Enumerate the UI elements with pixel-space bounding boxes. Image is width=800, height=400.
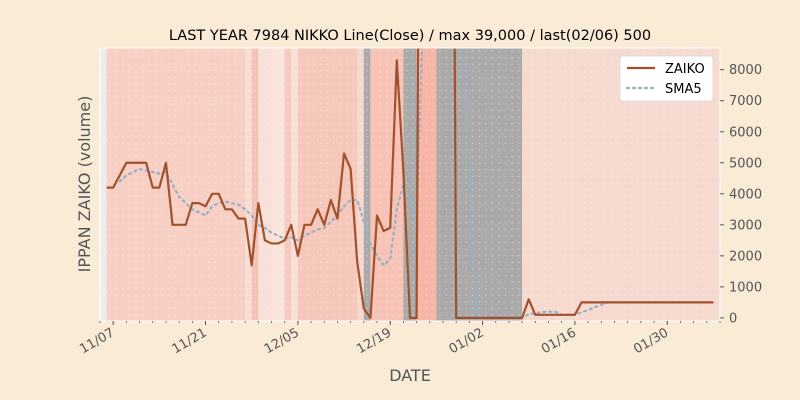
y-tick-label: 7000 <box>729 94 762 109</box>
legend: ZAIKO SMA5 <box>620 56 713 101</box>
y-tick-label: 8000 <box>729 63 762 78</box>
y-axis-label: IPPAN ZAIKO (volume) <box>75 96 94 273</box>
y-tick-label: 1000 <box>729 280 762 295</box>
legend-label-sma5: SMA5 <box>665 82 702 97</box>
band-1 <box>107 48 246 321</box>
y-tick-label: 0 <box>729 311 737 326</box>
y-tick-label: 2000 <box>729 249 762 264</box>
band-0 <box>100 48 107 321</box>
band-10 <box>364 48 371 321</box>
band-4 <box>258 48 271 321</box>
x-axis-label: DATE <box>389 366 431 385</box>
band-6 <box>285 48 292 321</box>
y-tick-label: 4000 <box>729 187 762 202</box>
band-3 <box>252 48 259 321</box>
band-2 <box>245 48 252 321</box>
band-5 <box>271 48 284 321</box>
band-8 <box>298 48 357 321</box>
legend-label-zaiko: ZAIKO <box>665 62 705 77</box>
y-tick-label: 5000 <box>729 156 762 171</box>
y-tick-label: 3000 <box>729 218 762 233</box>
band-7 <box>291 48 298 321</box>
band-12 <box>403 48 416 321</box>
band-14 <box>436 48 522 321</box>
y-tick-label: 6000 <box>729 125 762 140</box>
chart-title: LAST YEAR 7984 NIKKO Line(Close) / max 3… <box>169 28 651 44</box>
